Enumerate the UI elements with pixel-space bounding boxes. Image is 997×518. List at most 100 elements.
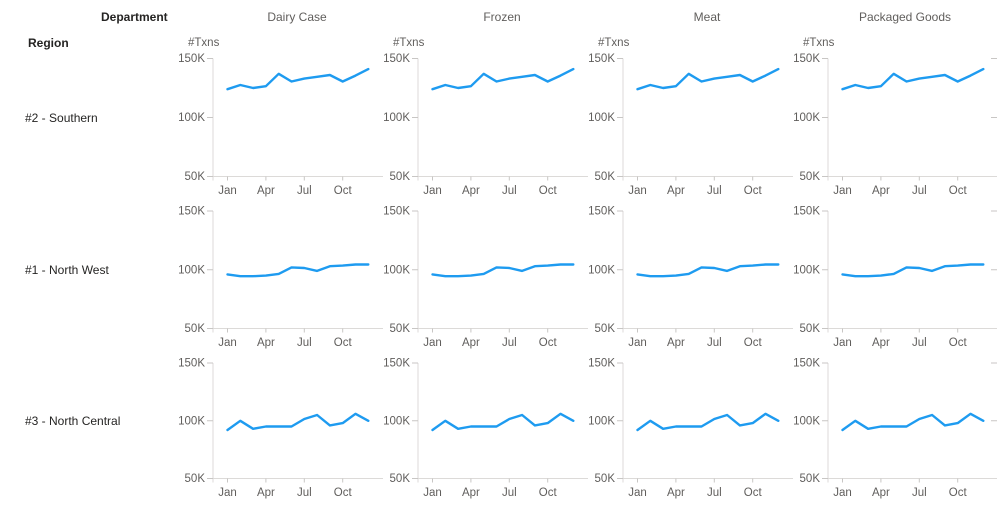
txns-line-series[interactable]	[636, 263, 780, 278]
x-axis-tick-label: Oct	[744, 487, 763, 499]
x-axis-tick-label: Oct	[744, 185, 763, 197]
chart-cell-#3 - North Central-Meat: 150K 100K 50K Jan Apr Jul Oct	[588, 345, 795, 499]
chart-cell-#1 - North West-Packaged Goods: 150K 100K 50K Jan Apr Jul Oct	[793, 206, 997, 349]
txns-line-series[interactable]	[226, 67, 370, 91]
chart-cell-#3 - North Central-Packaged Goods: 150K 100K 50K Jan Apr Jul Oct	[793, 345, 997, 499]
row-header-north-west: #1 - North West	[25, 263, 109, 277]
row-header-southern: #2 - Southern	[25, 111, 98, 125]
txns-line-series[interactable]	[841, 67, 985, 91]
chart-cell-#2 - Southern-Packaged Goods: 150K 100K 50K Jan Apr Jul Oct	[793, 41, 997, 197]
txns-line-series[interactable]	[841, 263, 985, 278]
x-axis-tick-label: Oct	[949, 185, 968, 197]
x-axis-tick-label: Apr	[667, 185, 685, 197]
y-axis-title: #Txns	[598, 37, 629, 49]
x-axis-tick-label: Oct	[539, 337, 558, 349]
y-axis-title: #Txns	[803, 37, 834, 49]
x-axis-tick-label: Apr	[257, 185, 275, 197]
x-axis-tick-label: Jan	[628, 337, 647, 349]
y-axis-title: #Txns	[393, 37, 424, 49]
x-axis-tick-label: Apr	[257, 487, 275, 499]
y-axis-tick-label: 50K	[800, 473, 821, 485]
x-axis-tick-label: Jul	[502, 185, 517, 197]
x-axis-tick-label: Jul	[707, 487, 722, 499]
x-axis-tick-label: Apr	[462, 185, 480, 197]
x-axis-tick-label: Jul	[297, 185, 312, 197]
y-axis-tick-label: 100K	[588, 264, 615, 276]
chart-cell-#3 - North Central-Frozen: 150K 100K 50K Jan Apr Jul Oct	[383, 345, 590, 499]
y-axis-tick-label: 50K	[390, 323, 411, 335]
x-axis-tick-label: Apr	[462, 487, 480, 499]
y-axis-tick-label: 150K	[793, 206, 820, 218]
y-axis-tick-label: 100K	[793, 112, 820, 124]
x-axis-tick-label: Jan	[423, 337, 442, 349]
chart-cell-#1 - North West-Dairy Case: 150K 100K 50K Jan Apr Jul Oct	[178, 206, 383, 349]
x-axis-tick-label: Oct	[949, 337, 968, 349]
x-axis-tick-label: Jan	[218, 185, 237, 197]
chart-cell-hit-area[interactable]	[597, 41, 795, 197]
chart-cell-#1 - North West-Meat: 150K 100K 50K Jan Apr Jul Oct	[588, 206, 793, 349]
x-axis-tick-label: Jan	[628, 185, 647, 197]
y-axis-tick-label: 50K	[800, 323, 821, 335]
txns-line-series[interactable]	[226, 412, 370, 432]
chart-cell-hit-area[interactable]	[802, 345, 997, 499]
x-axis-tick-label: Jan	[833, 487, 852, 499]
y-axis-tick-label: 100K	[383, 415, 410, 427]
y-axis-tick-label: 150K	[383, 53, 410, 65]
x-axis-tick-label: Jul	[297, 487, 312, 499]
y-axis-tick-label: 100K	[178, 264, 205, 276]
x-axis-tick-label: Oct	[539, 185, 558, 197]
x-axis-tick-label: Apr	[257, 337, 275, 349]
column-header-packaged-goods: Packaged Goods	[858, 10, 952, 24]
x-axis-tick-label: Oct	[334, 487, 353, 499]
txns-line-series[interactable]	[841, 412, 985, 432]
chart-cell-hit-area[interactable]	[187, 345, 385, 499]
x-axis-tick-label: Jan	[833, 185, 852, 197]
x-axis-tick-label: Apr	[872, 487, 890, 499]
y-axis-tick-label: 150K	[793, 358, 820, 370]
txns-line-series[interactable]	[226, 263, 370, 278]
chart-cell-hit-area[interactable]	[392, 345, 590, 499]
x-axis-tick-label: Apr	[667, 487, 685, 499]
x-axis-tick-label: Jan	[218, 337, 237, 349]
x-axis-tick-label: Jan	[218, 487, 237, 499]
y-axis-tick-label: 50K	[800, 171, 821, 183]
y-axis-tick-label: 150K	[383, 206, 410, 218]
y-axis-tick-label: 50K	[185, 473, 206, 485]
x-axis-tick-label: Apr	[667, 337, 685, 349]
y-axis-tick-label: 50K	[390, 171, 411, 183]
x-axis-tick-label: Jan	[628, 487, 647, 499]
chart-cell-hit-area[interactable]	[802, 41, 997, 197]
txns-line-series[interactable]	[431, 412, 575, 432]
x-axis-tick-label: Oct	[334, 185, 353, 197]
x-axis-tick-label: Oct	[744, 337, 763, 349]
chart-cell-#2 - Southern-Dairy Case: 150K 100K 50K Jan Apr Jul Oct	[178, 41, 385, 197]
chart-cell-#1 - North West-Frozen: 150K 100K 50K Jan Apr Jul Oct	[383, 206, 588, 349]
y-axis-tick-label: 150K	[793, 53, 820, 65]
x-axis-tick-label: Jan	[833, 337, 852, 349]
y-axis-tick-label: 150K	[588, 358, 615, 370]
y-axis-tick-label: 100K	[383, 112, 410, 124]
x-axis-tick-label: Jul	[297, 337, 312, 349]
txns-line-series[interactable]	[431, 67, 575, 91]
chart-cell-hit-area[interactable]	[187, 41, 385, 197]
chart-cell-hit-area[interactable]	[597, 345, 795, 499]
y-axis-tick-label: 100K	[383, 264, 410, 276]
column-header-dairy-case: Dairy Case	[267, 10, 327, 24]
y-axis-tick-label: 150K	[383, 358, 410, 370]
y-axis-tick-label: 50K	[595, 473, 616, 485]
x-axis-tick-label: Apr	[462, 337, 480, 349]
y-axis-tick-label: 150K	[178, 206, 205, 218]
x-axis-tick-label: Jul	[502, 337, 517, 349]
x-axis-tick-label: Jul	[707, 185, 722, 197]
x-axis-tick-label: Jul	[912, 487, 927, 499]
chart-cell-hit-area[interactable]	[392, 41, 590, 197]
chart-cell-#2 - Southern-Meat: 150K 100K 50K Jan Apr Jul Oct	[588, 41, 795, 197]
column-header-frozen: Frozen	[483, 10, 521, 24]
x-axis-tick-label: Jan	[423, 487, 442, 499]
txns-line-series[interactable]	[431, 263, 575, 278]
txns-line-series[interactable]	[636, 412, 780, 432]
txns-line-series[interactable]	[636, 67, 780, 91]
x-axis-tick-label: Jul	[912, 337, 927, 349]
